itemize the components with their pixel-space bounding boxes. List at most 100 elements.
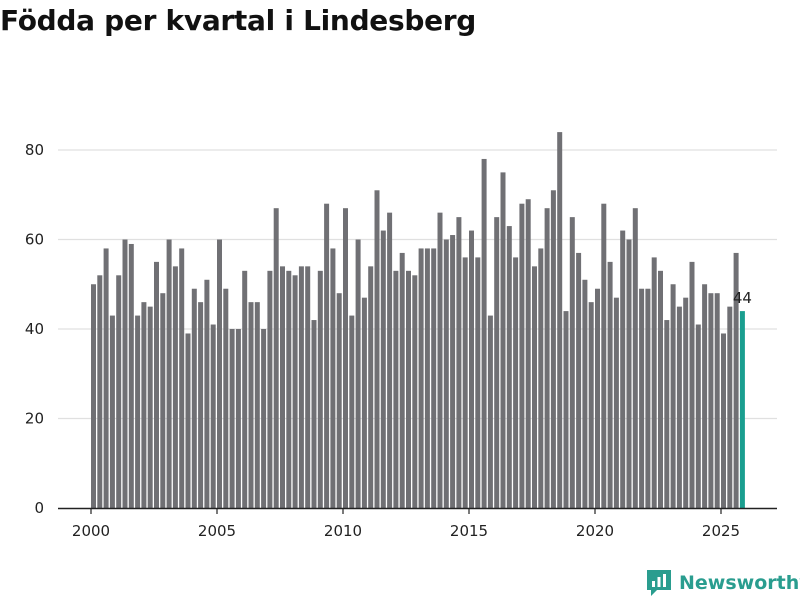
bar xyxy=(632,208,638,508)
bar xyxy=(122,239,128,508)
bar xyxy=(412,275,418,508)
bar xyxy=(393,270,399,508)
y-tick-label: 60 xyxy=(25,231,44,249)
bar xyxy=(261,329,267,508)
bar xyxy=(689,261,695,509)
bar xyxy=(563,311,569,508)
bar xyxy=(525,199,531,508)
bar xyxy=(292,275,298,508)
bar xyxy=(538,248,544,508)
bar xyxy=(330,248,336,508)
bar xyxy=(418,248,424,508)
brand-name: Newsworthy xyxy=(679,572,800,594)
bar xyxy=(475,257,481,508)
bar xyxy=(494,217,500,509)
bar xyxy=(361,297,367,508)
bar xyxy=(217,239,222,508)
bar xyxy=(676,306,682,509)
bar xyxy=(626,239,632,508)
bar xyxy=(576,252,582,508)
bar xyxy=(513,257,519,508)
bar xyxy=(670,284,676,508)
x-tick-label: 2005 xyxy=(198,522,236,540)
bar xyxy=(582,279,588,508)
bar xyxy=(500,172,506,509)
bar xyxy=(506,226,512,508)
bar xyxy=(695,324,701,508)
bar xyxy=(557,132,563,508)
bar xyxy=(280,266,285,508)
bar xyxy=(374,190,380,508)
bar xyxy=(109,315,115,508)
chart-title: Födda per kvartal i Lindesberg xyxy=(0,4,477,37)
bar xyxy=(229,329,235,508)
bar xyxy=(368,266,374,508)
bar xyxy=(286,270,292,508)
bar xyxy=(437,212,443,508)
bar xyxy=(128,243,134,508)
bar xyxy=(103,248,109,508)
bar xyxy=(399,252,405,508)
bar xyxy=(160,293,166,508)
x-tick-label: 2010 xyxy=(324,522,362,540)
bar xyxy=(97,275,103,508)
y-tick-label: 80 xyxy=(25,141,44,159)
bar xyxy=(204,279,210,508)
bar xyxy=(248,302,254,508)
bar xyxy=(172,266,178,508)
bars xyxy=(91,132,745,509)
bar-latest xyxy=(739,311,745,508)
bar xyxy=(254,302,260,508)
bar xyxy=(154,261,159,509)
bar xyxy=(645,288,651,508)
bar xyxy=(166,239,172,508)
bar xyxy=(198,302,204,508)
bar xyxy=(147,306,153,509)
y-tick-label: 0 xyxy=(34,499,44,517)
bar xyxy=(532,266,537,508)
bar xyxy=(639,288,645,508)
bar xyxy=(267,270,273,508)
bar xyxy=(406,270,411,508)
bar xyxy=(242,270,248,508)
y-tick-label: 40 xyxy=(25,320,44,338)
bar xyxy=(349,315,355,508)
bar xyxy=(519,203,525,508)
bar xyxy=(343,208,348,508)
bar xyxy=(179,248,185,508)
newsworthy-logo-icon xyxy=(647,570,671,596)
bar xyxy=(223,288,229,508)
bar xyxy=(733,252,739,508)
bar xyxy=(708,293,714,508)
bar xyxy=(664,320,670,508)
bar xyxy=(424,248,430,508)
axes xyxy=(58,507,777,514)
bar xyxy=(355,239,361,508)
bar xyxy=(336,293,342,508)
bar xyxy=(595,288,600,508)
bar xyxy=(305,266,311,508)
bar xyxy=(721,333,726,508)
bar xyxy=(298,266,304,508)
bar xyxy=(235,329,241,508)
bar xyxy=(311,320,317,508)
bar xyxy=(443,239,449,508)
latest-value-label: 44 xyxy=(733,289,752,307)
bar xyxy=(620,230,626,509)
bar xyxy=(588,302,594,508)
bar xyxy=(569,217,575,509)
bar xyxy=(456,217,462,509)
bar xyxy=(658,270,663,508)
bar xyxy=(487,315,493,508)
x-tick-label: 2025 xyxy=(702,522,740,540)
x-tick-label: 2000 xyxy=(72,522,110,540)
bar xyxy=(450,235,456,508)
bar xyxy=(210,324,216,508)
bar xyxy=(651,257,657,508)
x-tick-label: 2020 xyxy=(576,522,614,540)
bar xyxy=(317,270,323,508)
bar xyxy=(185,333,191,508)
tick-labels: 0 20 40 60 80 44 2000 2005 2010 2015 2020 2025 xyxy=(25,141,752,540)
bar xyxy=(91,284,96,508)
